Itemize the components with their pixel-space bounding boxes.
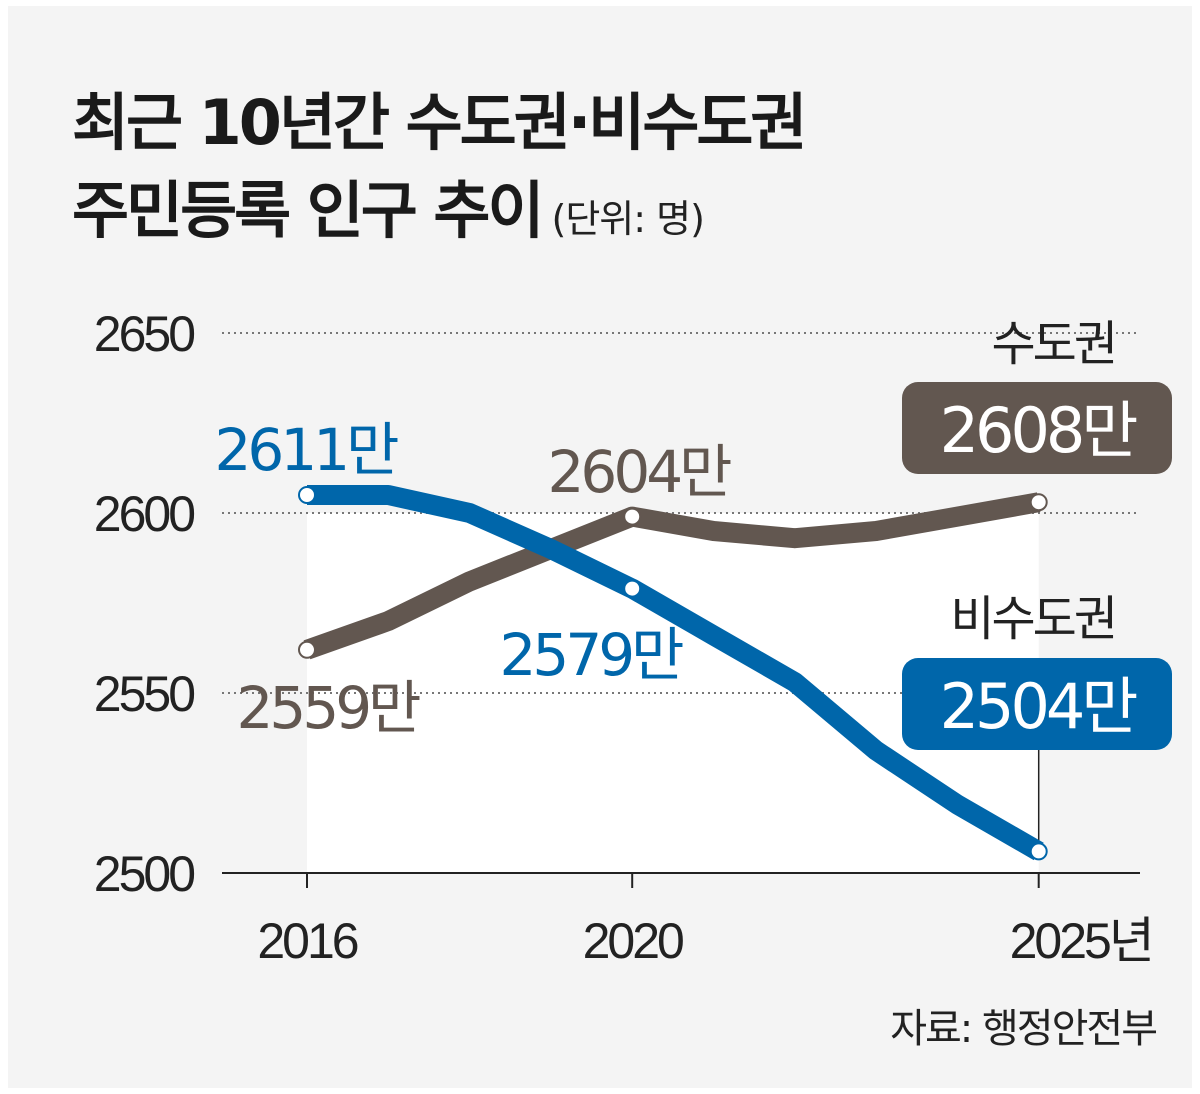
data-point-marker — [623, 507, 642, 526]
data-label: 2579만 — [500, 621, 684, 689]
data-point-marker — [1029, 493, 1048, 512]
series-line-capital — [303, 492, 1041, 660]
x-tick-label: 2016 — [257, 913, 357, 969]
series-line-non-capital — [307, 485, 1044, 861]
end-value-box — [902, 382, 1172, 474]
end-value-label: 2504만 — [940, 670, 1137, 743]
y-tick-label: 2550 — [94, 666, 194, 722]
data-point-marker — [298, 640, 316, 659]
end-value-box — [902, 658, 1172, 750]
title-text: 주민등록 인구 추이 — [72, 174, 544, 247]
legend-label-capital: 수도권 — [992, 316, 1115, 372]
x-tick-label: 2025년 — [1010, 913, 1152, 969]
x-tick-label: 2020 — [583, 913, 683, 969]
end-value-label: 2608만 — [940, 394, 1137, 467]
chart-title-line2: 주민등록 인구 추이 (단위: 명) — [72, 160, 705, 250]
chart-title-line1: 최근 10년간 수도권·비수도권 — [72, 86, 807, 159]
y-tick-label: 2500 — [94, 846, 194, 902]
data-point-marker — [298, 486, 316, 504]
data-point-marker — [623, 579, 642, 598]
data-label: 2604만 — [548, 438, 732, 506]
legend-label-non-capital: 비수도권 — [950, 591, 1115, 647]
data-label: 2611만 — [215, 416, 399, 484]
source-note: 자료: 행정안전부 — [890, 1006, 1158, 1052]
data-label: 2559만 — [237, 674, 421, 742]
data-point-marker — [1029, 842, 1048, 861]
unit-label: (단위: 명) — [551, 197, 705, 241]
y-tick-label: 2600 — [94, 486, 194, 542]
y-tick-label: 2650 — [94, 306, 194, 362]
